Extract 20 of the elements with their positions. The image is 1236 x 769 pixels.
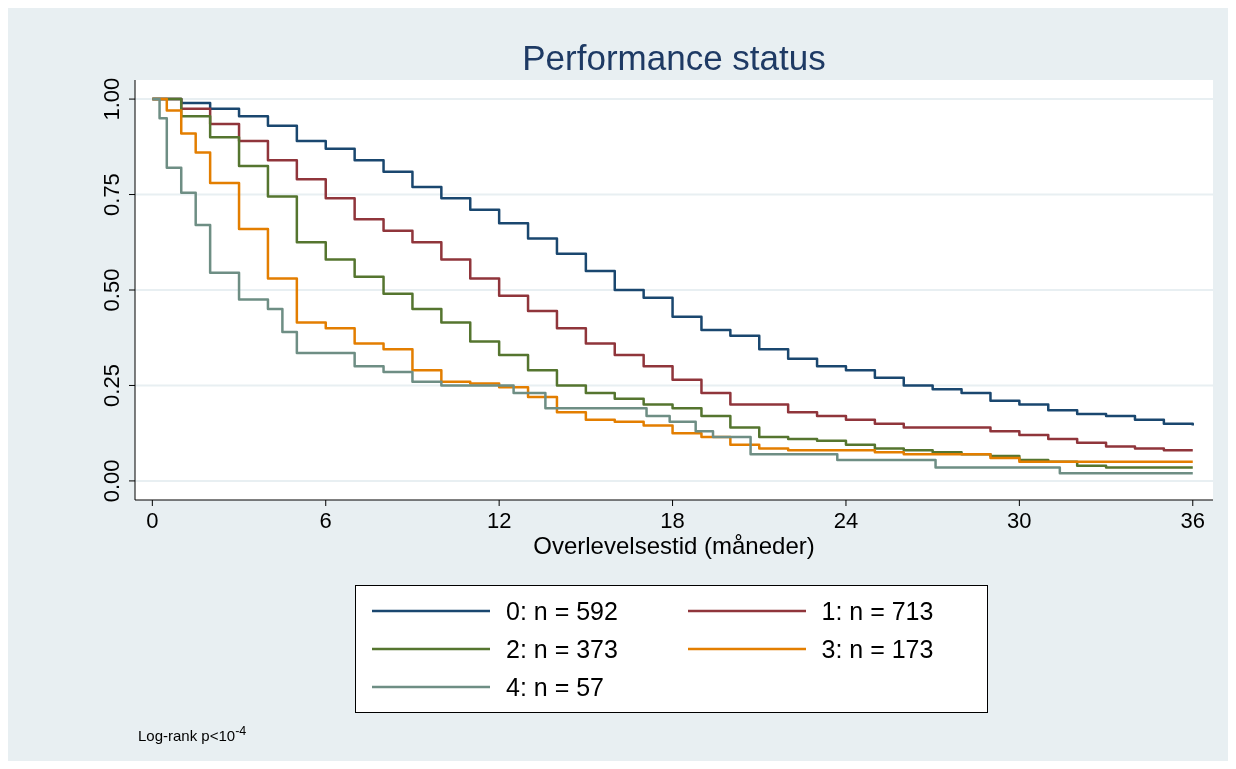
y-tick-label: 0.00 [99,459,124,503]
legend-label: 3: n = 173 [821,634,934,664]
legend-label: 0: n = 592 [506,596,618,626]
x-tick-label: 18 [660,508,685,533]
x-tick-label: 36 [1180,508,1206,533]
x-axis-title: Overlevelsestid (måneder) [533,532,815,559]
x-tick-label: 0 [146,508,159,533]
x-tick-label: 12 [486,508,512,533]
x-tick-label: 24 [833,508,859,533]
text: Log-rank p<10$^{-4}$ [138,724,247,744]
chart-title: Performance status [521,38,827,78]
y-tick-label: 0.25 [99,364,124,407]
y-tick-label: 0.50 [99,268,124,312]
y-tick-label: 1.00 [99,77,124,121]
x-tick-label: 30 [1007,508,1032,533]
legend-label: 2: n = 373 [506,634,618,664]
x-tick-label: 6 [319,508,332,533]
y-tick-label: 0.75 [99,173,124,216]
legend-label: 1: n = 713 [821,596,934,626]
legend-label: 4: n = 57 [506,672,604,702]
